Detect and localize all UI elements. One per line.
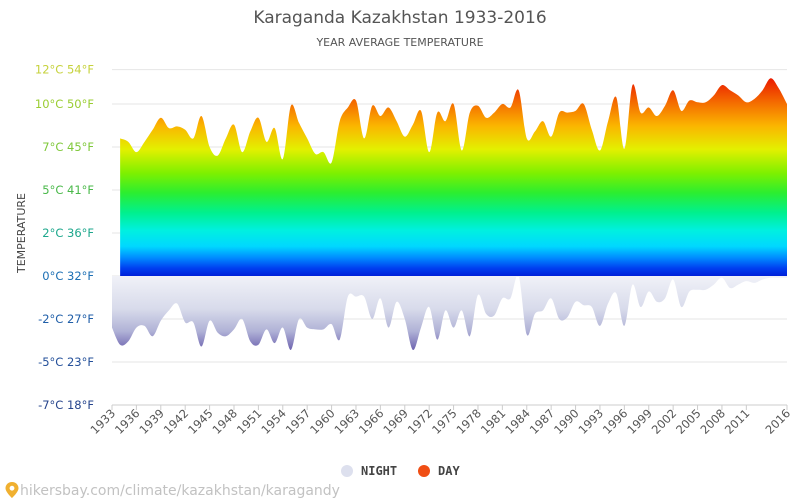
y-tick-label: -7°C 18°F: [38, 398, 94, 412]
y-tick-label: 10°C 50°F: [35, 97, 94, 111]
x-tick-label: 1999: [624, 406, 655, 437]
x-tick-label: 1942: [161, 406, 192, 437]
chart-subtitle: YEAR AVERAGE TEMPERATURE: [315, 36, 483, 49]
footer-source-text: hikersbay.com/climate/kazakhstan/karagan…: [20, 483, 340, 499]
x-tick-label: 2011: [722, 406, 753, 437]
night-legend-marker: [341, 465, 353, 477]
x-tick-label: 2005: [673, 406, 704, 437]
night-series-area: [112, 275, 787, 351]
x-tick-label: 2016: [763, 406, 794, 437]
x-tick-label: 1951: [234, 406, 265, 437]
y-axis-title: TEMPERATURE: [15, 193, 28, 274]
x-tick-label: 1939: [136, 406, 167, 437]
y-tick-label: 5°C 41°F: [42, 183, 94, 197]
x-tick-label: 1936: [112, 406, 143, 437]
x-axis-labels: 1933193619391942194519481951195419571960…: [88, 406, 794, 437]
legend-item-night[interactable]: NIGHT: [341, 464, 397, 478]
x-tick-label: 1981: [478, 406, 509, 437]
x-tick-label: 1984: [502, 406, 533, 437]
night-legend-label: NIGHT: [361, 464, 397, 478]
x-tick-label: 1993: [575, 406, 606, 437]
day-series-area: [120, 78, 787, 277]
x-tick-label: 1945: [185, 406, 216, 437]
x-tick-label: 1972: [405, 406, 436, 437]
x-tick-label: 1960: [307, 406, 338, 437]
x-tick-label: 2002: [649, 406, 680, 437]
y-axis-labels: 12°C 54°F 10°C 50°F 7°C 45°F 5°C 41°F 2°C 36…: [35, 63, 94, 412]
x-tick-label: 1957: [283, 406, 314, 437]
y-tick-label: 7°C 45°F: [42, 140, 94, 154]
x-tick-label: 1975: [429, 406, 460, 437]
x-tick-label: 1966: [356, 406, 387, 437]
legend-item-day[interactable]: DAY: [418, 464, 460, 478]
x-tick-label: 1963: [331, 406, 362, 437]
x-tick-label: 1954: [258, 406, 289, 437]
x-tick-label: 1969: [380, 406, 411, 437]
x-tick-label: 2008: [697, 406, 728, 437]
legend: NIGHT DAY: [341, 464, 460, 478]
location-pin-icon: [5, 482, 19, 498]
x-tick-label: 1978: [453, 406, 484, 437]
y-tick-label: -2°C 27°F: [38, 312, 94, 326]
x-tick-label: 1996: [600, 406, 631, 437]
x-tick-label: 1948: [210, 406, 241, 437]
x-tick-label: 1990: [551, 406, 582, 437]
footer-link[interactable]: hikersbay.com/climate/kazakhstan/karagan…: [5, 482, 340, 499]
y-tick-label: -5°C 23°F: [38, 355, 94, 369]
y-tick-label: 12°C 54°F: [35, 63, 94, 77]
y-tick-label: 2°C 36°F: [42, 226, 94, 240]
day-legend-marker: [418, 465, 430, 477]
y-tick-label: 0°C 32°F: [42, 269, 94, 283]
chart-title: Karaganda Kazakhstan 1933-2016: [253, 8, 546, 28]
x-axis-ticks: [111, 405, 788, 410]
x-tick-label: 1987: [527, 406, 558, 437]
day-legend-label: DAY: [438, 464, 460, 478]
